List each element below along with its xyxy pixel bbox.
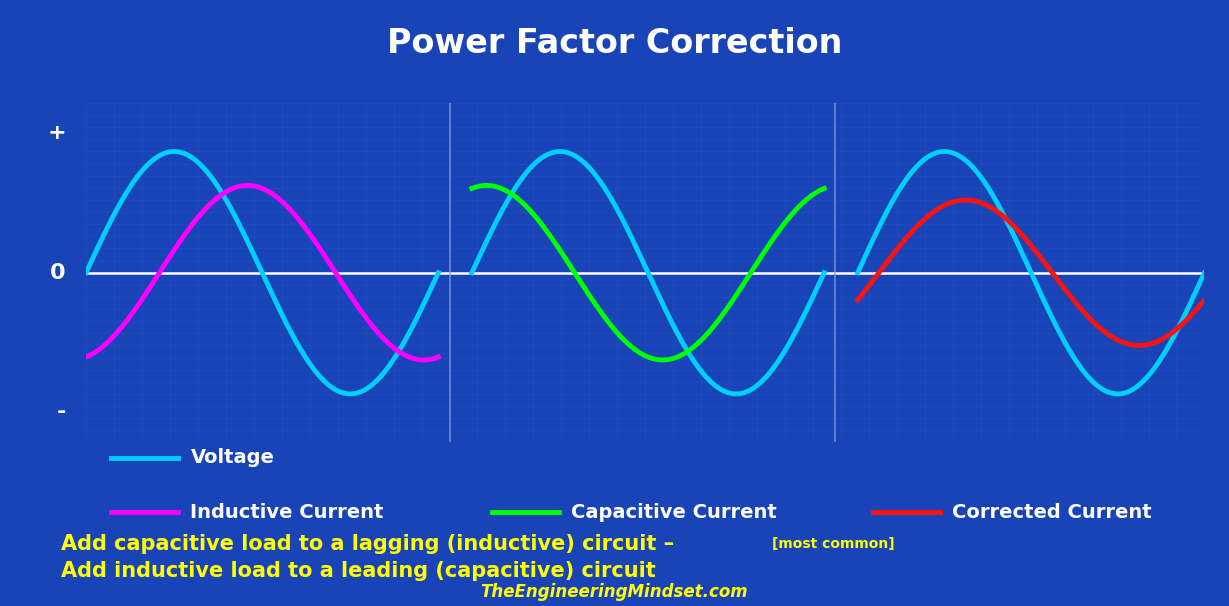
- Text: [most common]: [most common]: [772, 536, 895, 551]
- Text: +: +: [47, 123, 66, 144]
- Text: 0: 0: [50, 262, 66, 283]
- Text: Add inductive load to a leading (capacitive) circuit: Add inductive load to a leading (capacit…: [61, 561, 656, 581]
- Text: Corrected Current: Corrected Current: [952, 502, 1152, 522]
- Text: Capacitive Current: Capacitive Current: [571, 502, 777, 522]
- Text: Power Factor Correction: Power Factor Correction: [387, 27, 842, 60]
- Text: Add capacitive load to a lagging (inductive) circuit –: Add capacitive load to a lagging (induct…: [61, 533, 682, 554]
- Text: -: -: [57, 402, 66, 422]
- Text: Voltage: Voltage: [190, 448, 274, 467]
- Text: Inductive Current: Inductive Current: [190, 502, 383, 522]
- Text: TheEngineeringMindset.com: TheEngineeringMindset.com: [481, 583, 748, 601]
